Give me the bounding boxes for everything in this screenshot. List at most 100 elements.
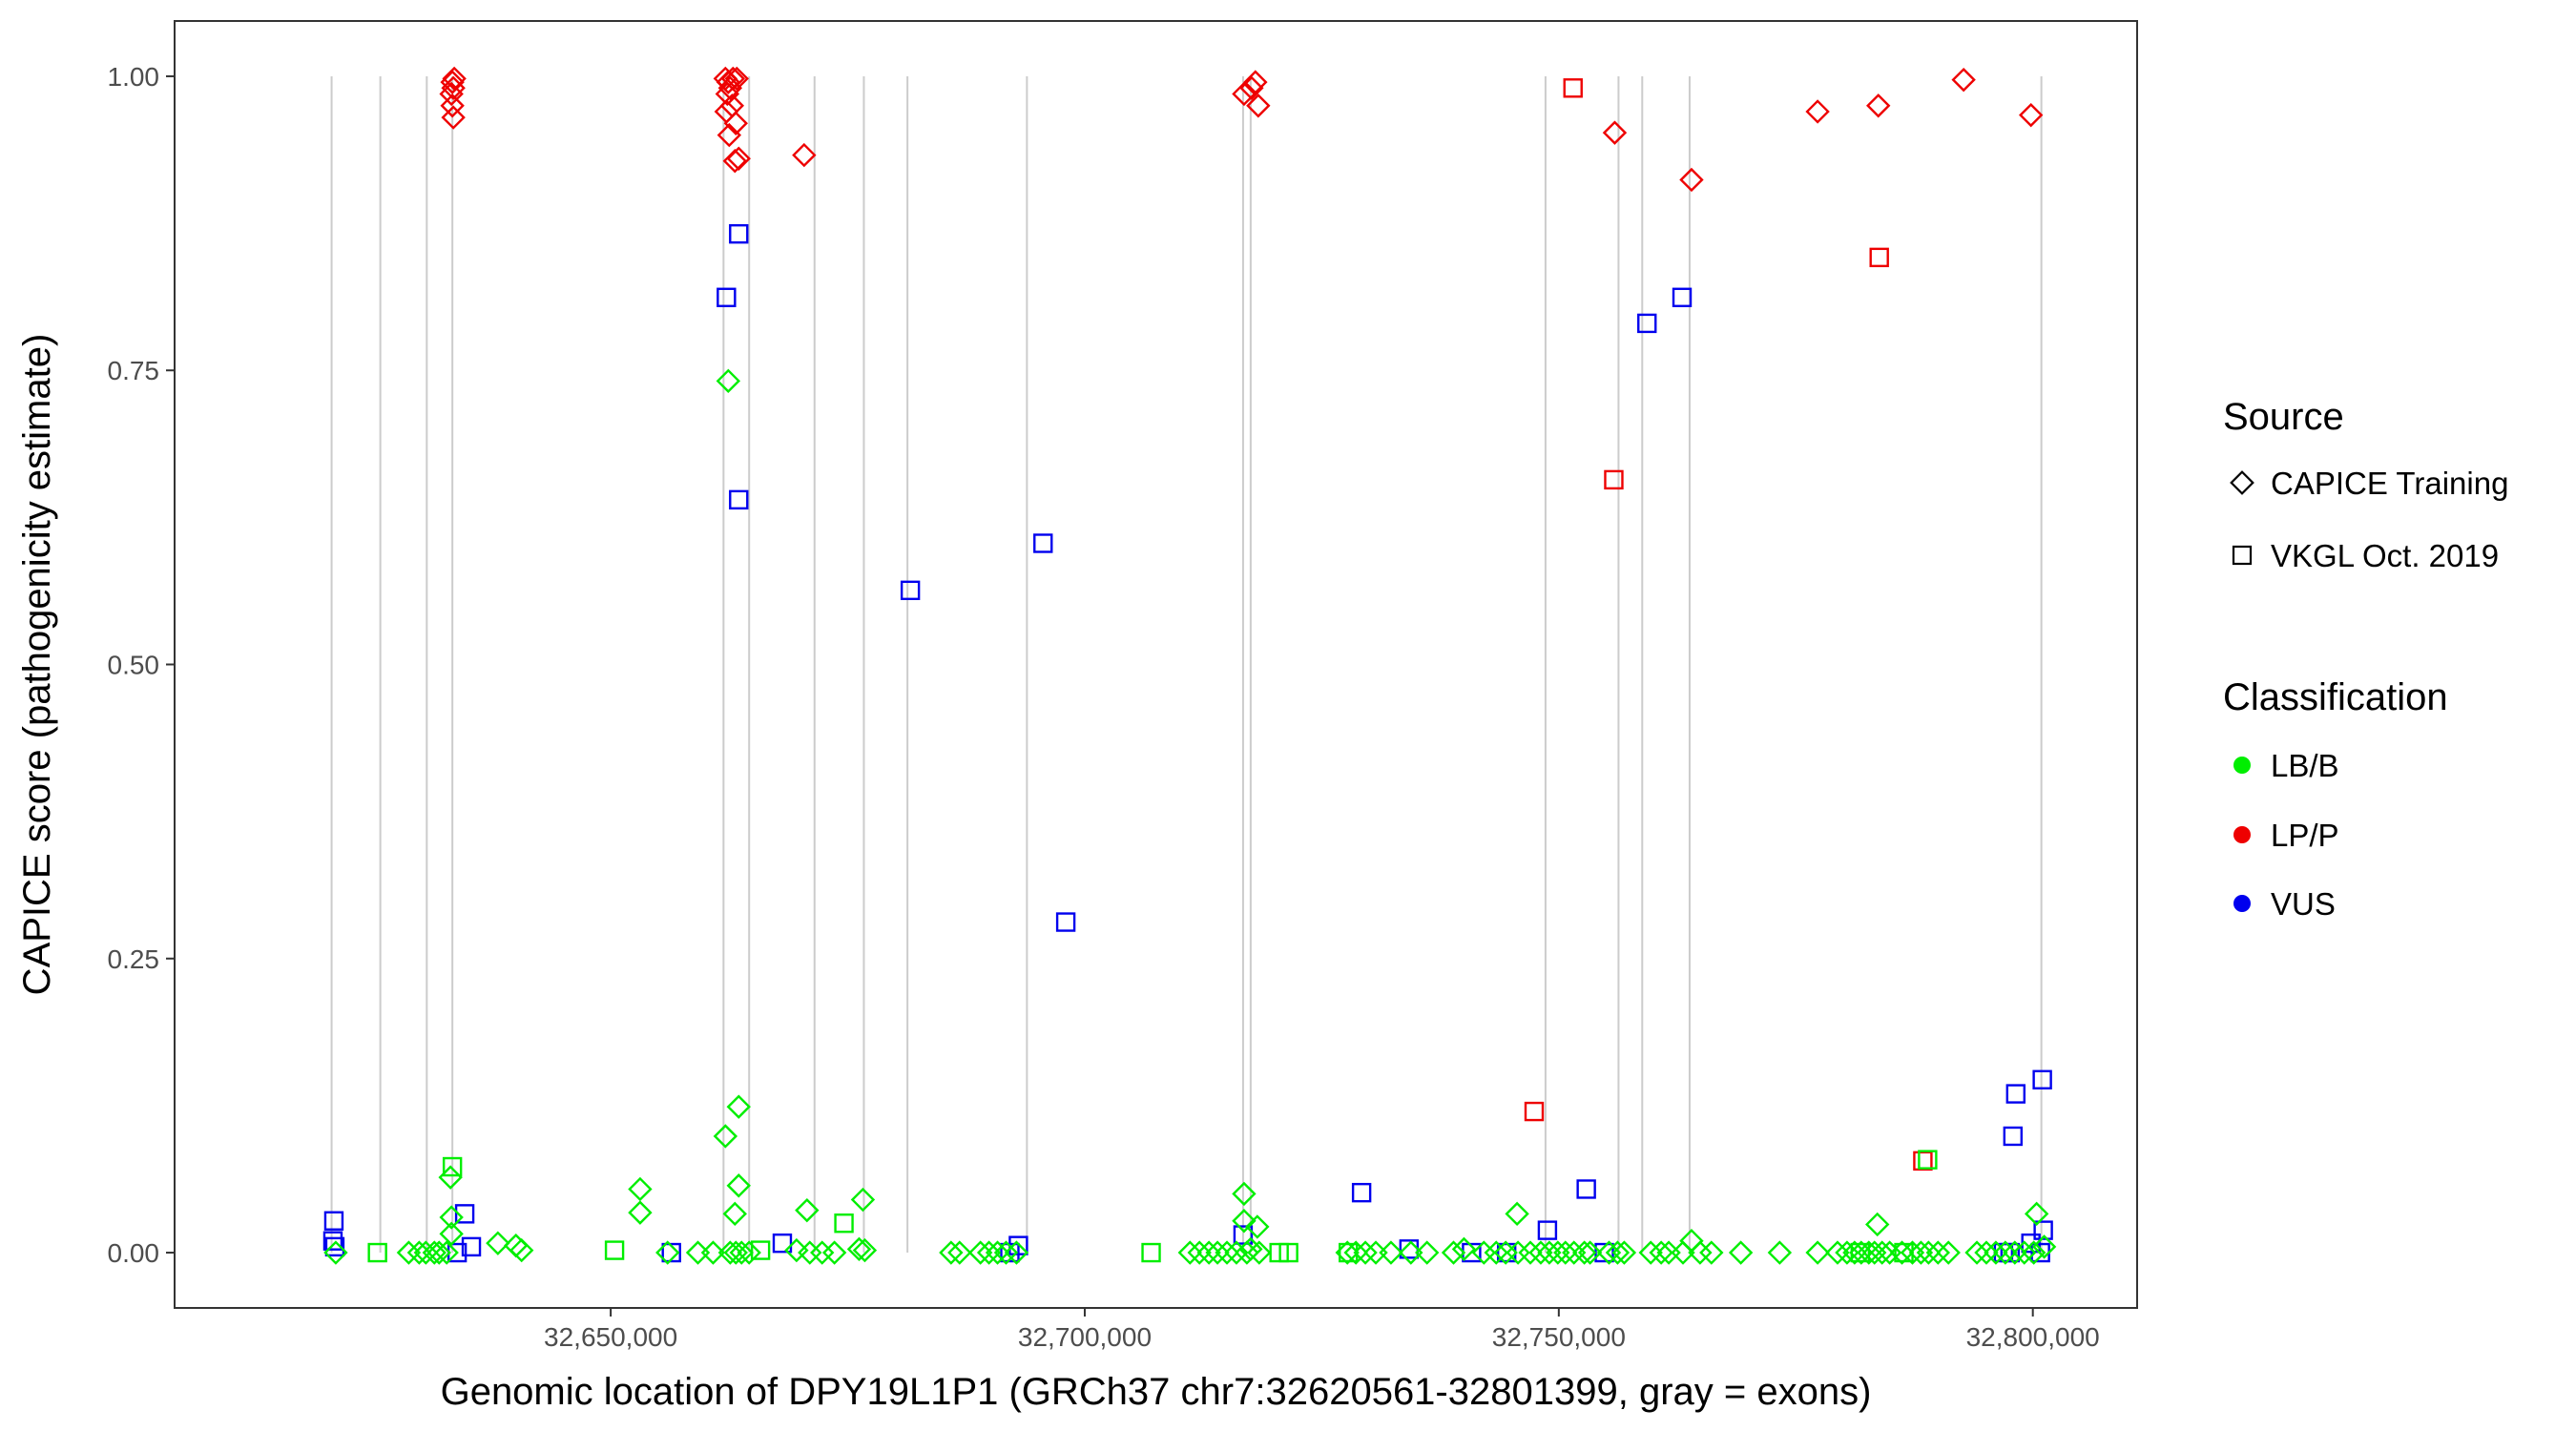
capice-diamond-point [713, 1124, 738, 1149]
vkgl-square-point [2000, 1242, 2021, 1263]
data-points [322, 66, 2057, 1265]
capice-diamond-point [439, 1221, 464, 1247]
capice-diamond-point [993, 1240, 1019, 1265]
capice-diamond-point [1399, 1240, 1423, 1265]
y-axis-title: CAPICE score (pathogenicity estimate) [16, 334, 58, 996]
axes: 0.00 0.25 0.50 0.75 1.00 32,650,000 32,700,000… [108, 62, 2100, 1352]
capice-diamond-point [422, 1240, 447, 1265]
legend: Source CAPICE Training VKGL Oct. 2019 Cl… [2223, 396, 2508, 922]
vkgl-square-point [1351, 1182, 1372, 1203]
capice-diamond-point [1528, 1240, 1553, 1265]
capice-diamond-point [2003, 1240, 2027, 1265]
capice-diamond-point [967, 1240, 993, 1265]
vkgl-square-point [717, 287, 737, 307]
capice-diamond-point [1638, 1240, 1663, 1265]
y-tick-label: 0.25 [108, 944, 160, 974]
legend-lpp-dot-icon [2233, 826, 2251, 843]
vkgl-square-point [1563, 78, 1583, 98]
capice-diamond-point [700, 1240, 726, 1265]
capice-diamond-point [1353, 1240, 1378, 1265]
x-tick-label: 32,700,000 [1018, 1322, 1152, 1352]
capice-diamond-point [795, 1197, 820, 1223]
vkgl-square-point [2033, 1220, 2053, 1240]
capice-diamond-point [1993, 1240, 2018, 1265]
vkgl-square-point [323, 1211, 344, 1231]
capice-diamond-point [726, 1173, 751, 1198]
capice-diamond-point [396, 1240, 422, 1265]
vkgl-square-point [461, 1236, 482, 1257]
capice-diamond-point [323, 1240, 348, 1265]
capice-diamond-point [1243, 70, 1268, 94]
vkgl-square-point [1537, 1220, 1558, 1240]
capice-diamond-point [1493, 1240, 1518, 1265]
legend-lbb-dot-icon [2233, 757, 2251, 774]
y-tick-label: 0.75 [108, 356, 160, 385]
vkgl-square-point [750, 1240, 771, 1260]
capice-diamond-point [1925, 1240, 1951, 1265]
capice-diamond-point [439, 1205, 464, 1230]
capice-diamond-point [1505, 1201, 1529, 1227]
vkgl-square-point [1672, 287, 1693, 307]
vkgl-square-point [442, 1156, 463, 1177]
vkgl-square-point [1604, 469, 1624, 490]
capice-diamond-point [1232, 1181, 1257, 1207]
capice-diamond-point [1562, 1240, 1587, 1265]
legend-vus-dot-icon [2233, 895, 2251, 912]
legend-label-capice-training: CAPICE Training [2271, 466, 2508, 501]
capice-diamond-point [1605, 1240, 1631, 1265]
capice-diamond-point [1177, 1240, 1202, 1265]
capice-diamond-point [509, 1237, 534, 1263]
capice-diamond-point [724, 66, 749, 92]
capice-diamond-point [1699, 1240, 1724, 1265]
legend-item-lbb: LB/B [2233, 748, 2339, 783]
capice-diamond-point [798, 1240, 822, 1265]
legend-diamond-icon [2230, 470, 2254, 495]
capice-diamond-point [852, 1237, 878, 1263]
vkgl-square-point [1141, 1242, 1161, 1263]
capice-diamond-point [1866, 93, 1891, 118]
capice-diamond-point [726, 1094, 751, 1119]
vkgl-square-point [324, 1236, 345, 1257]
capice-diamond-point [1343, 1240, 1368, 1265]
capice-diamond-point [1728, 1240, 1754, 1265]
capice-diamond-point [1506, 1240, 1530, 1265]
capice-diamond-point [2021, 1240, 2046, 1265]
capice-diamond-point [1865, 1212, 1890, 1237]
capice-diamond-point [976, 1240, 1002, 1265]
capice-diamond-point [1232, 81, 1257, 107]
capice-diamond-point [1537, 1240, 1562, 1265]
legend-square-icon [2232, 545, 2253, 566]
legend-title-classification: Classification [2223, 676, 2448, 718]
capice-diamond-point [628, 1176, 653, 1202]
capice-diamond-point [1247, 1240, 1272, 1265]
capice-diamond-point [1805, 1240, 1830, 1265]
capice-diamond-point [716, 368, 741, 394]
capice-diamond-point [1908, 1240, 1934, 1265]
vkgl-square-point [900, 580, 921, 601]
capice-diamond-point [486, 1231, 510, 1255]
capice-diamond-point [439, 81, 464, 107]
capice-diamond-point [2024, 1201, 2049, 1227]
capice-diamond-point [438, 1165, 463, 1190]
capice-diamond-point [1215, 1240, 1239, 1265]
capice-diamond-point [1205, 1240, 1230, 1265]
capice-diamond-point [1767, 1240, 1793, 1265]
capice-diamond-point [1232, 1209, 1257, 1234]
x-tick-label: 32,800,000 [1966, 1322, 2100, 1352]
capice-diamond-point [1441, 1240, 1466, 1265]
capice-diamond-point [434, 1240, 459, 1265]
capice-diamond-point [1553, 1240, 1578, 1265]
vkgl-square-point [661, 1242, 681, 1263]
capice-diamond-point [717, 122, 742, 148]
vkgl-square-point [1278, 1242, 1298, 1263]
capice-diamond-point [1004, 1240, 1029, 1265]
exon-lines [330, 75, 2043, 1254]
legend-label-vkgl: VKGL Oct. 2019 [2271, 538, 2499, 573]
capice-diamond-point [1974, 1240, 1999, 1265]
vkgl-square-point [1913, 1151, 1933, 1172]
vkgl-square-point [1524, 1101, 1545, 1122]
vkgl-square-point [604, 1240, 625, 1260]
legend-item-capice-training: CAPICE Training [2230, 466, 2508, 501]
legend-item-lpp: LP/P [2233, 818, 2339, 853]
